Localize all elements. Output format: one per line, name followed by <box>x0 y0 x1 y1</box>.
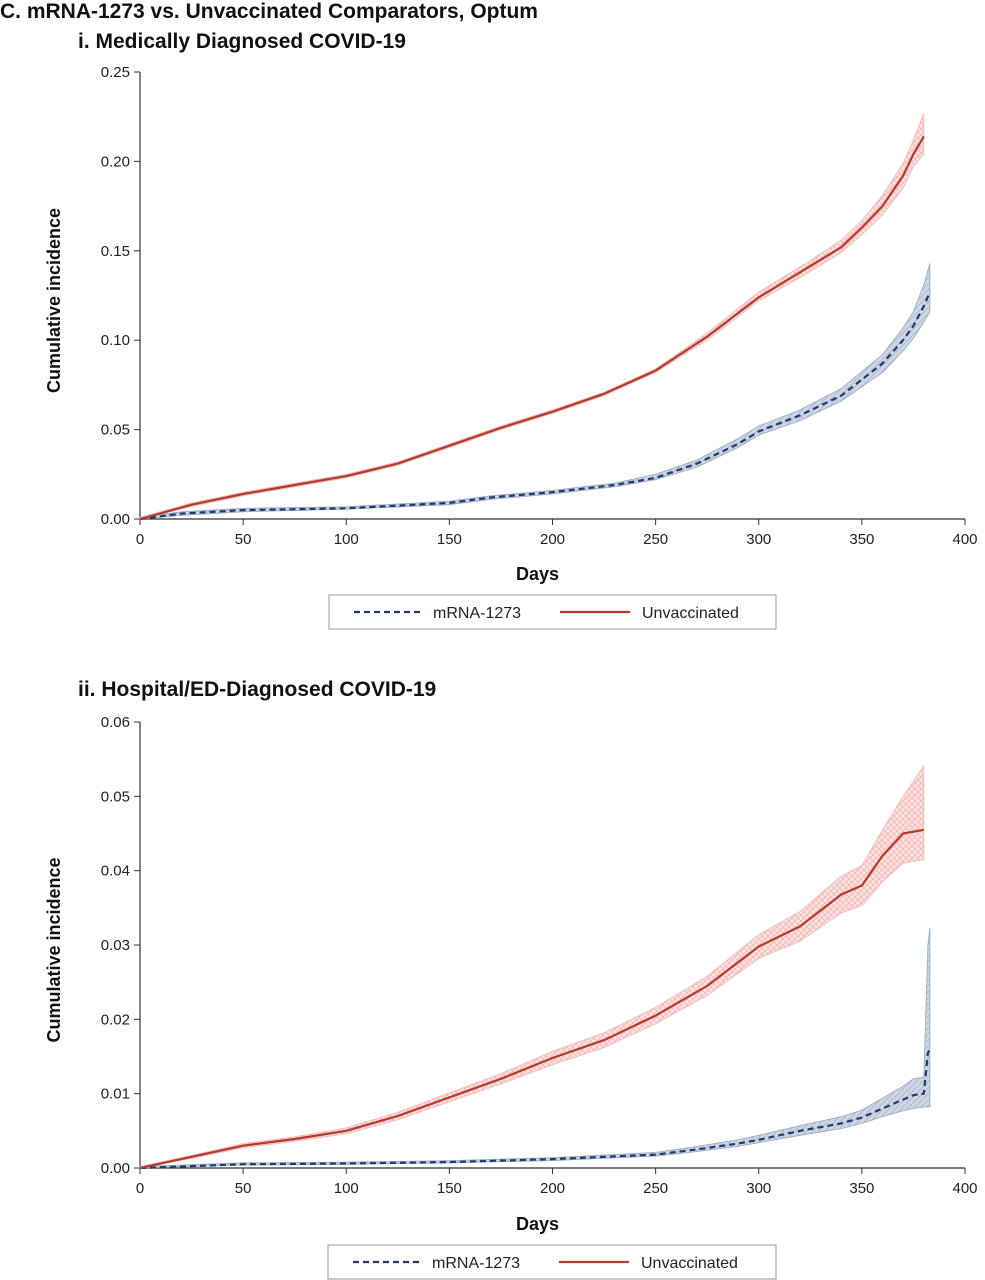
y-tick-label: 0.05 <box>101 788 130 805</box>
y-tick-label: 0.02 <box>101 1011 130 1028</box>
x-tick-label: 50 <box>235 1180 252 1197</box>
y-tick-label: 0.00 <box>101 511 130 528</box>
x-tick-label: 250 <box>643 531 668 548</box>
mrna-1273-ci-band <box>139 263 931 520</box>
y-tick-label: 0.15 <box>101 243 130 260</box>
x-tick-label: 200 <box>540 531 565 548</box>
mrna-1273-ci-band <box>139 927 931 1169</box>
legend-label-mrna-1273: mRNA-1273 <box>433 605 521 622</box>
unvaccinated-series-line <box>139 135 925 521</box>
x-tick-label: 300 <box>746 531 771 548</box>
figure-title: C. mRNA-1273 vs. Unvaccinated Comparator… <box>0 0 538 23</box>
x-axis-title: Days <box>516 564 559 584</box>
x-tick-label: 400 <box>952 1180 977 1197</box>
x-tick-label: 150 <box>437 531 462 548</box>
plot-area-2: 0 50 100 150 200 250 300 350 400 0.00 0.01 0.02 0.03… <box>44 714 978 1234</box>
mrna-1273-series-line <box>139 291 931 521</box>
x-tick-label: 300 <box>746 1180 771 1197</box>
panel-1-title: i. Medically Diagnosed COVID-19 <box>78 30 406 53</box>
y-tick-label: 0.06 <box>101 714 130 731</box>
plot-area-1: 0 50 100 150 200 250 300 350 400 0.00 0.05 0.10 0.15… <box>44 64 978 584</box>
x-tick-label: 350 <box>849 531 874 548</box>
unvaccinated-ci-band <box>139 112 925 520</box>
legend: mRNA-1273 Unvaccinated <box>327 1244 777 1280</box>
unvaccinated-ci-band <box>139 764 925 1169</box>
panel-2-title: ii. Hospital/ED-Diagnosed COVID-19 <box>78 678 437 701</box>
x-tick-label: 100 <box>334 531 359 548</box>
legend-label-unvaccinated: Unvaccinated <box>641 1255 738 1272</box>
mrna-1273-series-line <box>139 1048 931 1170</box>
legend-label-mrna-1273: mRNA-1273 <box>432 1255 520 1272</box>
y-tick-label: 0.10 <box>101 332 130 349</box>
x-tick-label: 200 <box>540 1180 565 1197</box>
x-axis-title: Days <box>516 1214 559 1234</box>
x-tick-label: 250 <box>643 1180 668 1197</box>
x-tick-label: 0 <box>136 531 144 548</box>
x-tick-label: 50 <box>235 531 252 548</box>
unvaccinated-series-line <box>139 828 924 1170</box>
y-axis-title: Cumulative incidence <box>44 857 64 1042</box>
x-tick-label: 100 <box>334 1180 359 1197</box>
y-tick-label: 0.25 <box>101 64 130 81</box>
x-tick-label: 350 <box>849 1180 874 1197</box>
x-tick-label: 0 <box>136 1180 144 1197</box>
y-tick-label: 0.05 <box>101 422 130 439</box>
y-tick-label: 0.20 <box>101 153 130 170</box>
x-tick-label: 150 <box>437 1180 462 1197</box>
legend-label-unvaccinated: Unvaccinated <box>642 605 739 622</box>
chart-medically-diagnosed: 0 50 100 150 200 250 300 350 400 0.00 0.05 0.10 0.15… <box>44 64 978 630</box>
y-tick-label: 0.04 <box>101 863 130 880</box>
y-axis-title: Cumulative incidence <box>44 208 64 393</box>
x-tick-label: 400 <box>952 531 977 548</box>
y-tick-label: 0.00 <box>101 1160 130 1177</box>
legend: mRNA-1273 Unvaccinated <box>328 594 777 630</box>
y-tick-label: 0.03 <box>101 937 130 954</box>
y-tick-label: 0.01 <box>101 1086 130 1103</box>
